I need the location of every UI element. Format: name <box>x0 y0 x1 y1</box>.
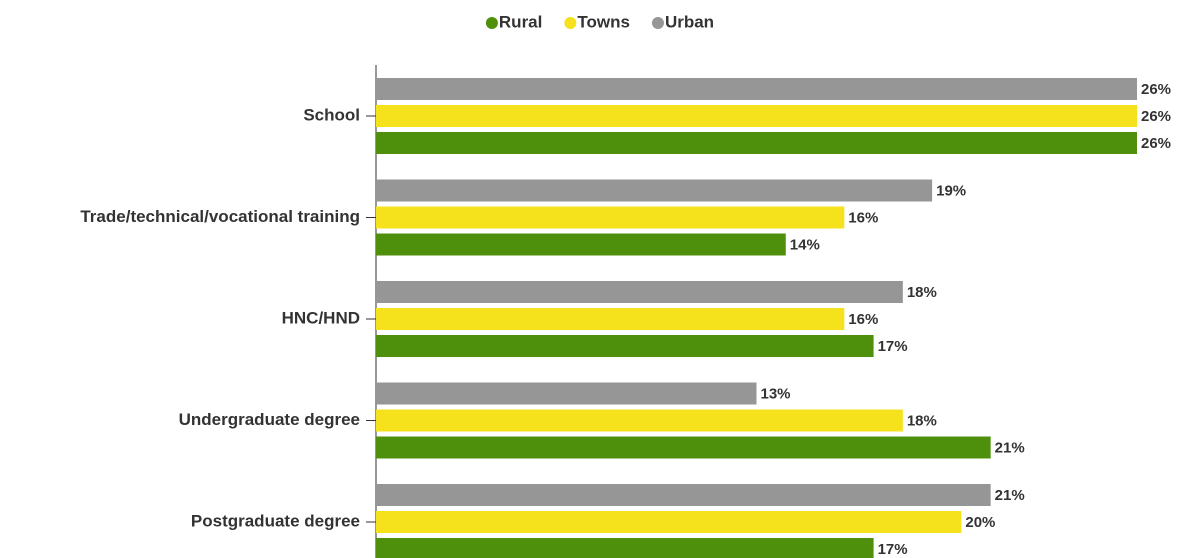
value-label: 16% <box>848 311 878 328</box>
value-label: 21% <box>995 439 1025 456</box>
bar <box>376 335 874 357</box>
legend-marker <box>485 17 498 29</box>
bar <box>376 78 1137 100</box>
bar <box>376 409 903 432</box>
category-label: School <box>303 105 360 124</box>
value-label: 18% <box>907 284 937 301</box>
bar <box>376 436 991 459</box>
bar <box>376 206 845 229</box>
category-label: Trade/technical/vocational training <box>80 207 360 226</box>
value-label: 21% <box>995 487 1025 504</box>
category-label: Undergraduate degree <box>179 410 360 429</box>
bar <box>376 179 933 202</box>
value-label: 17% <box>878 541 908 558</box>
bar <box>376 382 757 405</box>
category-label: HNC/HND <box>282 308 360 327</box>
value-label: 17% <box>878 338 908 355</box>
value-label: 26% <box>1141 81 1171 98</box>
bar <box>376 132 1137 154</box>
bar <box>376 538 874 558</box>
value-label: 16% <box>848 209 878 226</box>
legend-label: Urban <box>665 12 714 31</box>
value-label: 20% <box>965 514 995 531</box>
category-label: Postgraduate degree <box>191 511 360 530</box>
bar <box>376 511 962 533</box>
value-label: 14% <box>790 236 820 253</box>
bar <box>376 105 1137 127</box>
value-label: 13% <box>761 385 791 402</box>
bar <box>376 308 845 330</box>
value-label: 19% <box>936 182 966 199</box>
bar <box>376 281 903 303</box>
value-label: 26% <box>1141 135 1171 152</box>
value-label: 18% <box>907 412 937 429</box>
legend-marker <box>564 17 577 29</box>
legend-label: Rural <box>499 12 542 31</box>
bar <box>376 233 786 256</box>
bar <box>376 484 991 506</box>
legend-label: Towns <box>577 12 630 31</box>
legend-marker <box>651 17 664 29</box>
value-label: 26% <box>1141 108 1171 125</box>
